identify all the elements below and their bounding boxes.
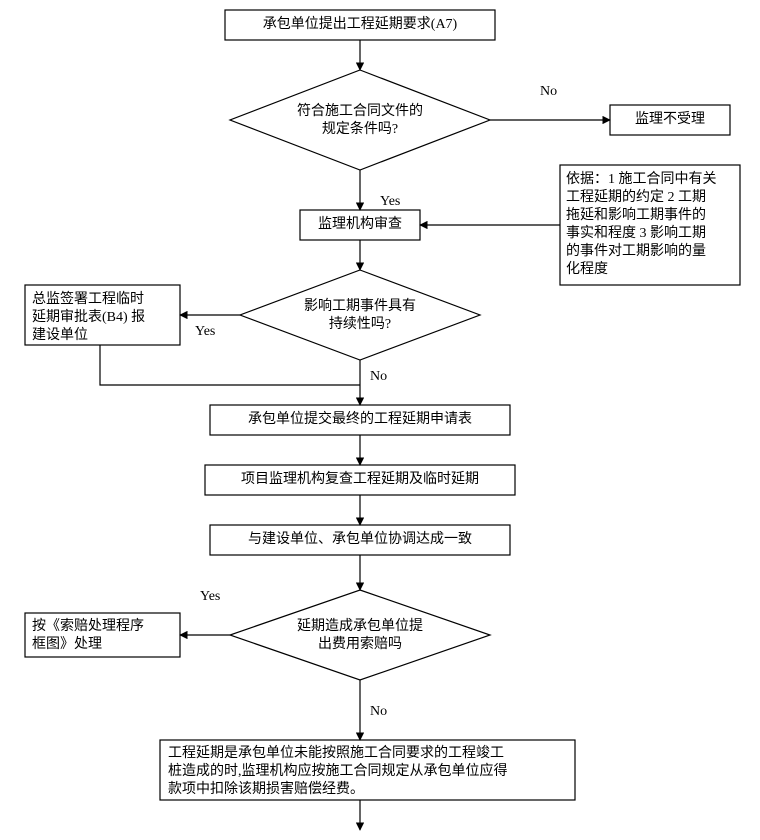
node-decision1: 符合施工合同文件的 规定条件吗? [230, 70, 490, 170]
label-d1-no: No [540, 84, 557, 99]
node-decision2-l2: 持续性吗? [329, 315, 391, 332]
label-d2-no: No [370, 369, 387, 384]
node-review: 监理机构审查 [300, 210, 420, 240]
node-tempSign-l3: 建设单位 [32, 327, 88, 343]
label-d3-no: No [370, 704, 387, 719]
label-d3-yes: Yes [200, 589, 220, 604]
node-decision2-l1: 影响工期事件具有 [304, 298, 416, 314]
node-recheck-text: 项目监理机构复查工程延期及临时延期 [241, 470, 479, 487]
node-claim: 按《索赔处理程序 框图》处理 [25, 613, 180, 657]
node-basis-l6: 化程度 [566, 261, 608, 277]
node-start: 承包单位提出工程延期要求(A7) [225, 10, 495, 40]
node-finalApp-text: 承包单位提交最终的工程延期申请表 [248, 410, 472, 427]
node-decision2: 影响工期事件具有 持续性吗? [240, 270, 480, 360]
node-decision3: 延期造成承包单位提 出费用索赔吗 [230, 590, 490, 680]
node-final-l2: 桩造成的时,监理机构应按施工合同规定从承包单位应得 [168, 762, 508, 779]
node-decision3-l2: 出费用索赔吗 [318, 635, 402, 652]
node-decision1-l2: 规定条件吗? [322, 120, 398, 137]
node-decision1-l1: 符合施工合同文件的 [297, 103, 423, 119]
node-coord-text: 与建设单位、承包单位协调达成一致 [248, 531, 472, 547]
node-tempSign-l2: 延期审批表(B4) 报 [32, 309, 145, 325]
node-tempSign: 总监签署工程临时 延期审批表(B4) 报 建设单位 [25, 285, 180, 345]
node-start-text: 承包单位提出工程延期要求(A7) [263, 16, 458, 32]
node-basis-l5: 的事件对工期影响的量 [566, 243, 706, 259]
label-d1-yes: Yes [380, 194, 400, 209]
node-final-l1: 工程延期是承包单位未能按照施工合同要求的工程竣工 [168, 745, 504, 761]
edge-tempSign-rejoin [100, 345, 360, 385]
node-reject: 监理不受理 [610, 105, 730, 135]
label-d2-yes: Yes [195, 324, 215, 339]
node-claim-l2: 框图》处理 [32, 636, 102, 652]
node-decision3-l1: 延期造成承包单位提 [297, 618, 423, 634]
node-finalApp: 承包单位提交最终的工程延期申请表 [210, 405, 510, 435]
node-review-text: 监理机构审查 [318, 216, 402, 232]
node-basis-l2: 工程延期的约定 2 工期 [566, 189, 706, 205]
node-tempSign-l1: 总监签署工程临时 [32, 290, 144, 307]
node-final: 工程延期是承包单位未能按照施工合同要求的工程竣工 桩造成的时,监理机构应按施工合… [160, 740, 575, 800]
node-final-l3: 款项中扣除该期损害赔偿经费。 [168, 781, 364, 797]
node-basis-l1: 依据：1 施工合同中有关 [566, 171, 717, 187]
node-coord: 与建设单位、承包单位协调达成一致 [210, 525, 510, 555]
node-basis-l4: 事实和程度 3 影响工期 [566, 225, 706, 241]
node-basis-l3: 拖延和影响工期事件的 [566, 207, 706, 223]
node-reject-text: 监理不受理 [635, 111, 705, 127]
node-recheck: 项目监理机构复查工程延期及临时延期 [205, 465, 515, 495]
node-claim-l1: 按《索赔处理程序 [32, 617, 144, 634]
node-basis: 依据：1 施工合同中有关 工程延期的约定 2 工期 拖延和影响工期事件的 事实和… [560, 165, 740, 285]
